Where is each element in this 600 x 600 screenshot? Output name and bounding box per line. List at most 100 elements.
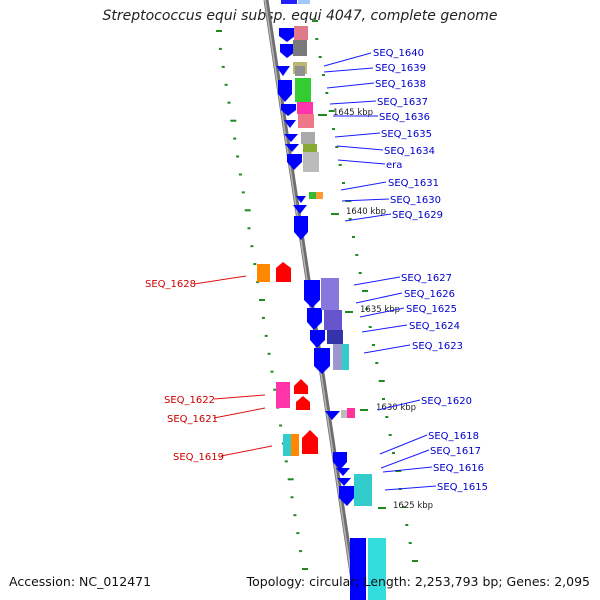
gene-label[interactable]: SEQ_1626 [404, 289, 455, 300]
gene-arrow[interactable] [281, 0, 297, 4]
scale-dot [259, 299, 265, 301]
topology-text: Topology: circular; Length: 2,253,793 bp… [246, 574, 590, 589]
scale-dot [342, 182, 345, 184]
scale-dot [299, 550, 303, 553]
gene-arrow[interactable] [307, 308, 322, 330]
gene-label[interactable]: SEQ_1616 [433, 463, 484, 474]
gene-label[interactable]: SEQ_1627 [401, 273, 452, 284]
gene-label[interactable]: SEQ_1631 [388, 178, 439, 189]
gene-label[interactable]: SEQ_1636 [379, 112, 430, 123]
gene-box[interactable] [276, 382, 290, 408]
scale-dot [338, 164, 342, 166]
gene-label[interactable]: SEQ_1622 [164, 395, 215, 406]
scale-dot [412, 560, 418, 562]
scale-dot [315, 38, 319, 40]
gene-label[interactable]: SEQ_1625 [406, 304, 457, 315]
scale-dot [408, 542, 412, 544]
gene-label[interactable]: SEQ_1615 [437, 482, 488, 493]
scale-dot [244, 209, 251, 212]
gene-arrow[interactable] [281, 104, 296, 116]
gene-arrow[interactable] [284, 120, 296, 128]
reverse-labels: SEQ_1628 SEQ_1622 SEQ_1621 SEQ_1619 [145, 279, 224, 463]
scale-dot [388, 434, 392, 436]
gene-arrow[interactable] [296, 196, 306, 203]
gene-arrow[interactable] [287, 154, 302, 170]
scale-dot [261, 316, 265, 319]
gene-arrow[interactable] [336, 468, 350, 476]
gene-label[interactable]: SEQ_1630 [390, 195, 441, 206]
kbp-tick-label: 1625 kbp [393, 501, 433, 511]
gene-arrow[interactable] [293, 205, 307, 214]
gene-label[interactable]: SEQ_1624 [409, 321, 460, 332]
gene-label[interactable]: SEQ_1634 [384, 146, 435, 157]
gene-arrow[interactable] [339, 486, 354, 506]
forward-label-leaders [323, 52, 437, 491]
scale-dot [253, 263, 257, 266]
gene-arrow[interactable] [284, 134, 298, 142]
gene-label[interactable]: SEQ_1628 [145, 279, 196, 290]
gene-arrow[interactable] [276, 66, 290, 76]
gene-label[interactable]: SEQ_1640 [373, 48, 424, 59]
scale-dot [233, 137, 237, 140]
gene-box[interactable] [257, 264, 270, 282]
kbp-tick-label: 1640 kbp [346, 207, 386, 217]
scale-dot [230, 119, 237, 122]
gene-label[interactable]: SEQ_1621 [167, 414, 218, 425]
scale-dot [318, 56, 322, 58]
gene-arrow[interactable] [285, 144, 299, 152]
scale-dot [279, 424, 283, 427]
gene-label[interactable]: SEQ_1638 [375, 79, 426, 90]
scale-dot [270, 370, 274, 373]
scale-dot [365, 308, 369, 310]
scale-dot [392, 452, 395, 454]
gene-label[interactable]: SEQ_1620 [421, 396, 472, 407]
gene-arrow[interactable] [314, 348, 330, 374]
gene-arrow[interactable] [276, 262, 291, 282]
gene-label[interactable]: SEQ_1629 [392, 210, 443, 221]
gene-arrow[interactable] [325, 411, 340, 420]
scale-dot [227, 101, 231, 104]
gene-arrow[interactable] [278, 80, 292, 102]
scale-dot [312, 20, 318, 22]
gene-arrow[interactable] [302, 430, 318, 454]
gene-label[interactable]: SEQ_1623 [412, 341, 463, 352]
gene-arrow[interactable] [333, 452, 347, 470]
scale-dot [221, 65, 225, 68]
kbp-ticks: 1645 kbp 1640 kbp 1635 kbp 1630 kbp 1625… [318, 108, 433, 511]
scale-dot [325, 92, 329, 94]
gene-arrow[interactable] [294, 216, 308, 240]
scale-dot [375, 362, 379, 364]
forward-genes [276, 0, 366, 600]
scale-dot [385, 416, 389, 418]
gene-arrow[interactable] [280, 44, 295, 58]
gene-arrow[interactable] [310, 330, 325, 348]
scale-dot [264, 334, 268, 337]
gene-label[interactable]: SEQ_1619 [173, 452, 224, 463]
scale-dot [236, 155, 240, 158]
scale-dot [267, 352, 271, 355]
gene-box[interactable] [283, 434, 291, 456]
gene-label[interactable]: SEQ_1635 [381, 129, 432, 140]
scale-dot [241, 191, 245, 194]
gene-arrow[interactable] [294, 379, 308, 394]
reverse-genes [257, 262, 318, 456]
scale-dot [238, 173, 242, 176]
gene-label[interactable]: SEQ_1617 [430, 446, 481, 457]
scale-dot [216, 30, 222, 32]
scale-dot [290, 496, 294, 499]
scale-dot [218, 47, 222, 50]
accession-text: Accession: NC_012471 [9, 574, 152, 589]
gene-arrow[interactable] [304, 280, 320, 308]
gene-label[interactable]: era [386, 160, 402, 171]
scale-dot [293, 514, 297, 517]
gene-box[interactable] [291, 434, 299, 456]
gene-label[interactable]: SEQ_1618 [428, 431, 479, 442]
gene-arrow[interactable] [296, 396, 310, 410]
gene-arrow[interactable] [350, 538, 366, 600]
gene-label[interactable]: SEQ_1639 [375, 63, 426, 74]
gene-label[interactable]: SEQ_1637 [377, 97, 428, 108]
gene-arrow[interactable] [279, 28, 295, 42]
gene-arrow[interactable] [337, 478, 351, 486]
scale-ring-dots [216, 20, 418, 570]
